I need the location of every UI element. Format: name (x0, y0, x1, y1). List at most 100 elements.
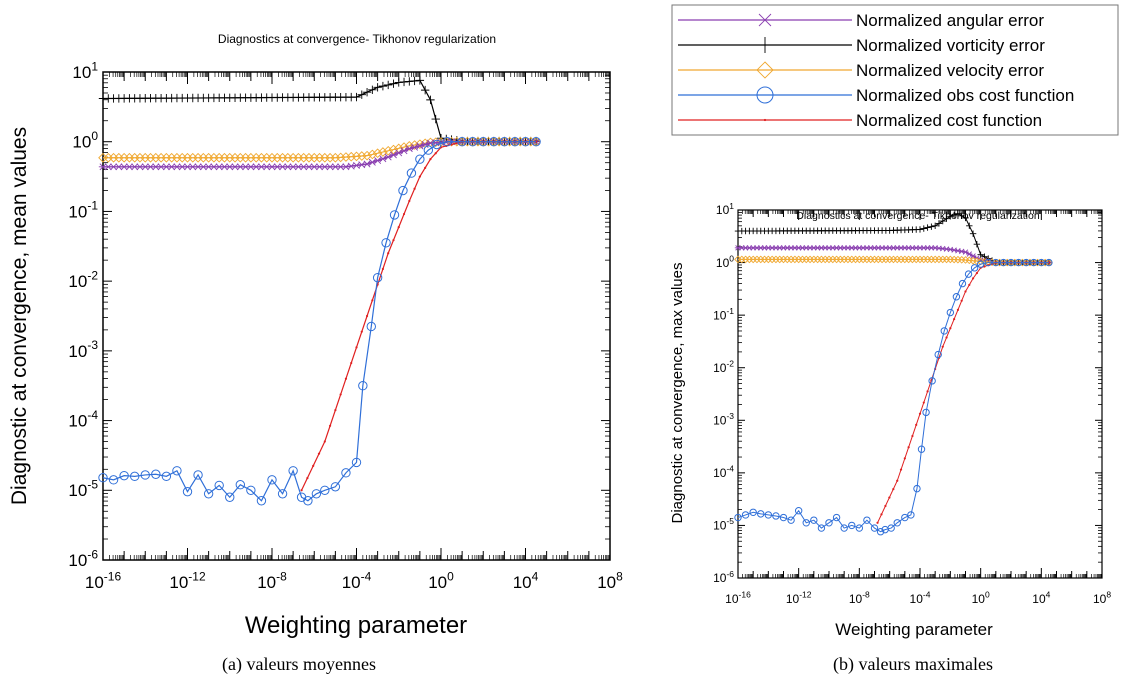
data-point (928, 223, 935, 230)
x-tick-label: 104 (1032, 590, 1050, 606)
legend-label: Normalized angular error (856, 11, 1044, 30)
data-point (378, 81, 388, 91)
data-point (848, 521, 856, 530)
data-point (328, 424, 332, 427)
chart-a-y-axis-label: Diagnostic at convergence, mean values (8, 127, 31, 505)
data-point (423, 145, 434, 155)
series-normalized-obs-cost-function (98, 137, 541, 506)
data-point (922, 401, 925, 404)
caption-a: (a) valeurs moyennes (222, 654, 376, 675)
data-point (855, 524, 864, 532)
data-point (757, 13, 773, 27)
chart-b-max-values: Diagnostics at convergence- Tikhonov reg… (669, 201, 1111, 639)
data-point (311, 489, 322, 499)
legend-label: Normalized obs cost function (856, 86, 1074, 105)
y-tick-label: 10-2 (68, 268, 98, 291)
data-point (330, 482, 341, 492)
data-point (432, 139, 442, 150)
data-point (267, 475, 277, 485)
data-point (352, 92, 361, 102)
x-tick-label: 10-8 (849, 590, 870, 606)
data-point (389, 210, 400, 220)
data-point (442, 137, 453, 147)
data-point (876, 528, 885, 536)
data-point (907, 511, 915, 519)
x-tick-label: 108 (597, 569, 623, 592)
data-point (915, 423, 918, 426)
chart-b-minor-ticks (737, 209, 1103, 579)
data-point (756, 61, 774, 79)
legend-entry-normalized-velocity-error: Normalized velocity error (678, 61, 1044, 80)
data-point (129, 471, 140, 482)
data-point (323, 440, 326, 443)
data-point (825, 519, 833, 527)
data-point (203, 489, 214, 499)
data-point (953, 317, 956, 321)
data-point (960, 299, 963, 302)
series-normalized-velocity-error (98, 136, 541, 163)
y-tick-label: 100 (72, 129, 98, 152)
chart-b-y-axis-label: Diagnostic at convergence, max values (669, 263, 686, 524)
data-point (235, 480, 246, 490)
data-point (940, 327, 948, 335)
chart-a-y-tick-labels: 10-6 10-5 10-4 10-3 10-2 10-1 100 101 (68, 59, 98, 570)
data-point (182, 486, 193, 497)
data-point (335, 152, 346, 163)
data-point (339, 393, 342, 396)
chart-a-title: Diagnostics at convergence- Tikhonov reg… (218, 32, 496, 46)
legend: Normalized angular error Normalized vorti… (671, 4, 1119, 136)
chart-b-series (734, 210, 1053, 536)
data-point (334, 409, 337, 412)
data-point (360, 330, 363, 333)
data-point (734, 513, 742, 522)
data-point (410, 76, 419, 86)
data-point (999, 258, 1008, 267)
data-point (368, 85, 377, 94)
data-point (415, 154, 425, 164)
data-point (383, 80, 393, 90)
y-tick-label: 10-4 (68, 408, 98, 431)
caption-b: (b) valeurs maximales (833, 654, 993, 675)
data-point (172, 466, 182, 476)
data-point (320, 485, 330, 495)
series-normalized-cost-function (300, 140, 538, 492)
data-point (413, 187, 416, 190)
chart-b-x-axis-label: Weighting parameter (835, 620, 993, 639)
legend-entry-normalized-obs-cost-function: Normalized obs cost function (678, 86, 1074, 105)
series-line (737, 262, 1049, 533)
data-point (969, 230, 977, 237)
data-point (971, 277, 975, 280)
data-point (787, 516, 795, 524)
data-point (947, 213, 954, 220)
data-point (489, 137, 499, 147)
data-point (968, 283, 971, 287)
x-tick-label: 10-16 (85, 569, 122, 592)
data-point (140, 470, 150, 480)
data-point (410, 143, 419, 151)
data-point (887, 524, 895, 532)
data-point (373, 83, 382, 92)
data-point (917, 445, 926, 453)
y-tick-label: 101 (716, 201, 734, 217)
data-point (406, 168, 417, 178)
data-point (365, 314, 369, 318)
data-point (893, 519, 901, 527)
data-point (420, 85, 430, 95)
data-point (966, 222, 973, 229)
data-point (880, 513, 883, 516)
data-point (366, 321, 376, 332)
data-point (312, 464, 315, 467)
data-point (214, 480, 224, 491)
legend-entry-normalized-vorticity-error: Normalized vorticity error (678, 36, 1045, 55)
series-line (301, 141, 537, 491)
data-point (1030, 258, 1038, 267)
data-point (756, 86, 774, 104)
series-line (102, 141, 537, 502)
data-point (362, 88, 372, 97)
y-tick-label: 101 (72, 59, 98, 82)
data-point (962, 214, 969, 222)
series-line (102, 79, 537, 142)
legend-label: Normalized vorticity error (856, 36, 1045, 55)
series-normalized-cost-function (876, 261, 1051, 524)
x-tick-label: 100 (972, 590, 990, 606)
